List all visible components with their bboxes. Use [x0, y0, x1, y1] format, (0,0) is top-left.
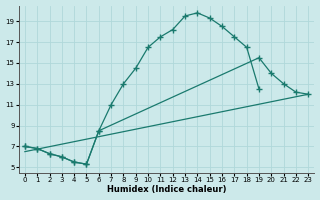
X-axis label: Humidex (Indice chaleur): Humidex (Indice chaleur) [107, 185, 226, 194]
